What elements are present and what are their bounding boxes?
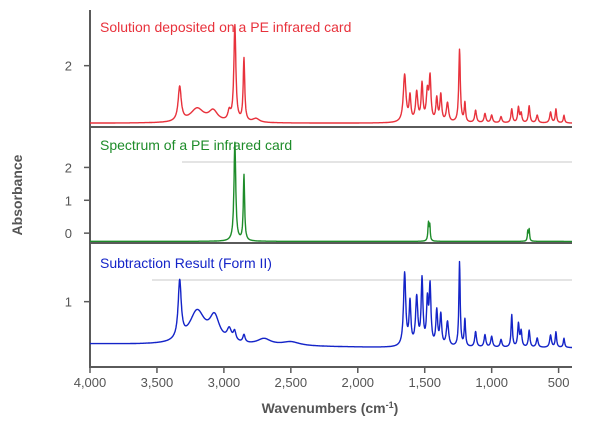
panel-1-label: Spectrum of a PE infrared card: [100, 137, 292, 153]
panel-1-y-tick-label-0: 2: [65, 160, 72, 175]
panel-2-spectrum-line: [89, 260, 573, 349]
panel-1-spectrum: [89, 141, 573, 243]
x-axis-ticks: 4,000 3,500 3,000 2,500 2,000 1,500 1,000 500: [74, 367, 570, 390]
panel-0-y-tick-label-0: 2: [65, 59, 72, 74]
panel-subtraction-result: 1 Subtraction Result (Form II): [65, 244, 573, 368]
x-tick-label-0: 4,000: [74, 375, 107, 390]
panel-1-y-tick-label-1: 1: [65, 193, 72, 208]
panel-2-label: Subtraction Result (Form II): [100, 255, 272, 271]
panel-0-label: Solution deposited on a PE infrared card: [100, 19, 351, 35]
x-axis-title-text: Wavenumbers (cm: [262, 400, 386, 416]
x-axis-title-superscript: -1: [386, 400, 394, 410]
panel-2-spectrum: [89, 260, 573, 349]
panel-pe-card-spectrum: 2 1 0 Spectrum of a PE infrared card: [65, 128, 573, 244]
x-axis-title-end: ): [394, 400, 399, 416]
panel-1-y-tick-label-2: 0: [65, 226, 72, 241]
panel-0-spectrum-line: [89, 23, 573, 124]
panel-1-spectrum-line: [89, 141, 573, 243]
panel-solution-on-pe-card: 2 Solution deposited on a PE infrared ca…: [65, 10, 573, 128]
panel-2-y-ticks: 1: [65, 295, 90, 310]
x-tick-label-3: 2,500: [275, 375, 308, 390]
x-tick-label-5: 1,500: [408, 375, 441, 390]
panel-1-y-ticks: 2 1 0: [65, 160, 90, 241]
panel-0-y-ticks: 2: [65, 59, 90, 74]
panel-2-y-tick-label-0: 1: [65, 295, 72, 310]
x-axis-title: Wavenumbers (cm-1): [262, 400, 399, 416]
x-tick-label-2: 3,000: [208, 375, 241, 390]
x-tick-label-6: 1,000: [475, 375, 508, 390]
x-tick-label-4: 2,000: [342, 375, 375, 390]
x-tick-label-7: 500: [548, 375, 570, 390]
x-tick-label-1: 3,500: [141, 375, 174, 390]
y-axis-title: Absorbance: [9, 154, 25, 235]
panel-0-spectrum: [89, 23, 573, 124]
